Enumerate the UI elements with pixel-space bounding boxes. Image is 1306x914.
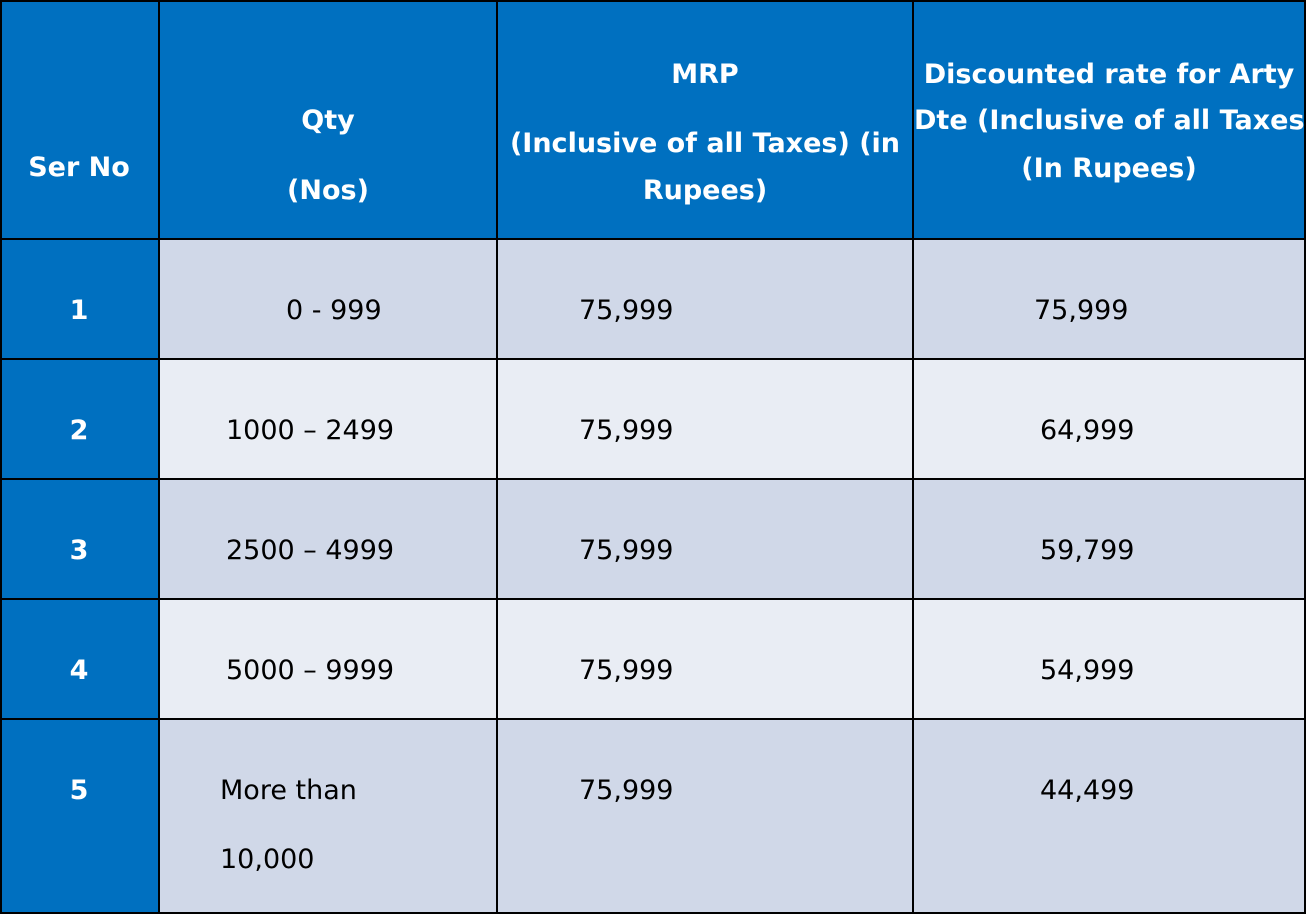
header-disc-line1: Discounted rate for Arty — [923, 59, 1295, 90]
row-1-qty-text: 0 - 999 — [286, 295, 382, 326]
row-1-disc-text: 75,999 — [1034, 295, 1129, 326]
row-3-ser: 3 — [0, 480, 160, 600]
row-2-disc-text: 64,999 — [1040, 415, 1135, 446]
row-2-ser: 2 — [0, 360, 160, 480]
row-3-mrp: 75,999 — [498, 480, 914, 600]
row-2-qty-text: 1000 – 2499 — [226, 415, 395, 446]
row-2-qty: 1000 – 2499 — [160, 360, 498, 480]
row-1-disc: 75,999 — [914, 240, 1306, 360]
header-discounted-rate: Discounted rate for Arty Dte (Inclusive … — [914, 0, 1306, 240]
row-3-qty-text: 2500 – 4999 — [226, 535, 395, 566]
row-1-ser-text: 1 — [69, 295, 89, 326]
row-5-mrp: 75,999 — [498, 720, 914, 914]
row-3-disc: 59,799 — [914, 480, 1306, 600]
row-5-ser-text: 5 — [69, 775, 89, 806]
row-5-disc-text: 44,499 — [1040, 775, 1135, 806]
row-5-disc: 44,499 — [914, 720, 1306, 914]
row-1-mrp-text: 75,999 — [579, 295, 674, 326]
row-2-ser-text: 2 — [69, 415, 89, 446]
row-4-mrp-text: 75,999 — [579, 655, 674, 686]
row-1-ser: 1 — [0, 240, 160, 360]
row-3-qty: 2500 – 4999 — [160, 480, 498, 600]
header-disc-line3: (In Rupees) — [1021, 153, 1197, 184]
row-3-ser-text: 3 — [69, 535, 89, 566]
header-ser-no-text: Ser No — [28, 152, 130, 183]
row-4-qty: 5000 – 9999 — [160, 600, 498, 720]
row-2-mrp-text: 75,999 — [579, 415, 674, 446]
header-qty: Qty (Nos) — [160, 0, 498, 240]
row-4-disc: 54,999 — [914, 600, 1306, 720]
table-top-border — [0, 0, 1306, 2]
header-qty-line1: Qty — [301, 105, 355, 136]
row-4-qty-text: 5000 – 9999 — [226, 655, 395, 686]
row-5-ser: 5 — [0, 720, 160, 914]
row-2-mrp: 75,999 — [498, 360, 914, 480]
row-4-mrp: 75,999 — [498, 600, 914, 720]
row-3-mrp-text: 75,999 — [579, 535, 674, 566]
row-4-ser: 4 — [0, 600, 160, 720]
row-1-qty: 0 - 999 — [160, 240, 498, 360]
row-5-qty-line2: 10,000 — [220, 844, 315, 875]
header-mrp-line3: Rupees) — [642, 175, 768, 206]
header-qty-line2: (Nos) — [287, 175, 369, 206]
header-mrp-line1: MRP — [671, 59, 739, 90]
row-1-mrp: 75,999 — [498, 240, 914, 360]
header-mrp-line2: (Inclusive of all Taxes) (in — [509, 128, 901, 159]
row-3-disc-text: 59,799 — [1040, 535, 1135, 566]
row-5-qty-line1: More than — [220, 775, 357, 806]
header-ser-no: Ser No — [0, 0, 160, 240]
header-mrp: MRP (Inclusive of all Taxes) (in Rupees) — [498, 0, 914, 240]
row-2-disc: 64,999 — [914, 360, 1306, 480]
row-4-ser-text: 4 — [69, 655, 89, 686]
row-5-mrp-text: 75,999 — [579, 775, 674, 806]
row-5-qty: More than 10,000 — [160, 720, 498, 914]
table-left-border — [0, 0, 2, 914]
row-4-disc-text: 54,999 — [1040, 655, 1135, 686]
header-disc-line2: Dte (Inclusive of all Taxes) — [914, 105, 1306, 136]
